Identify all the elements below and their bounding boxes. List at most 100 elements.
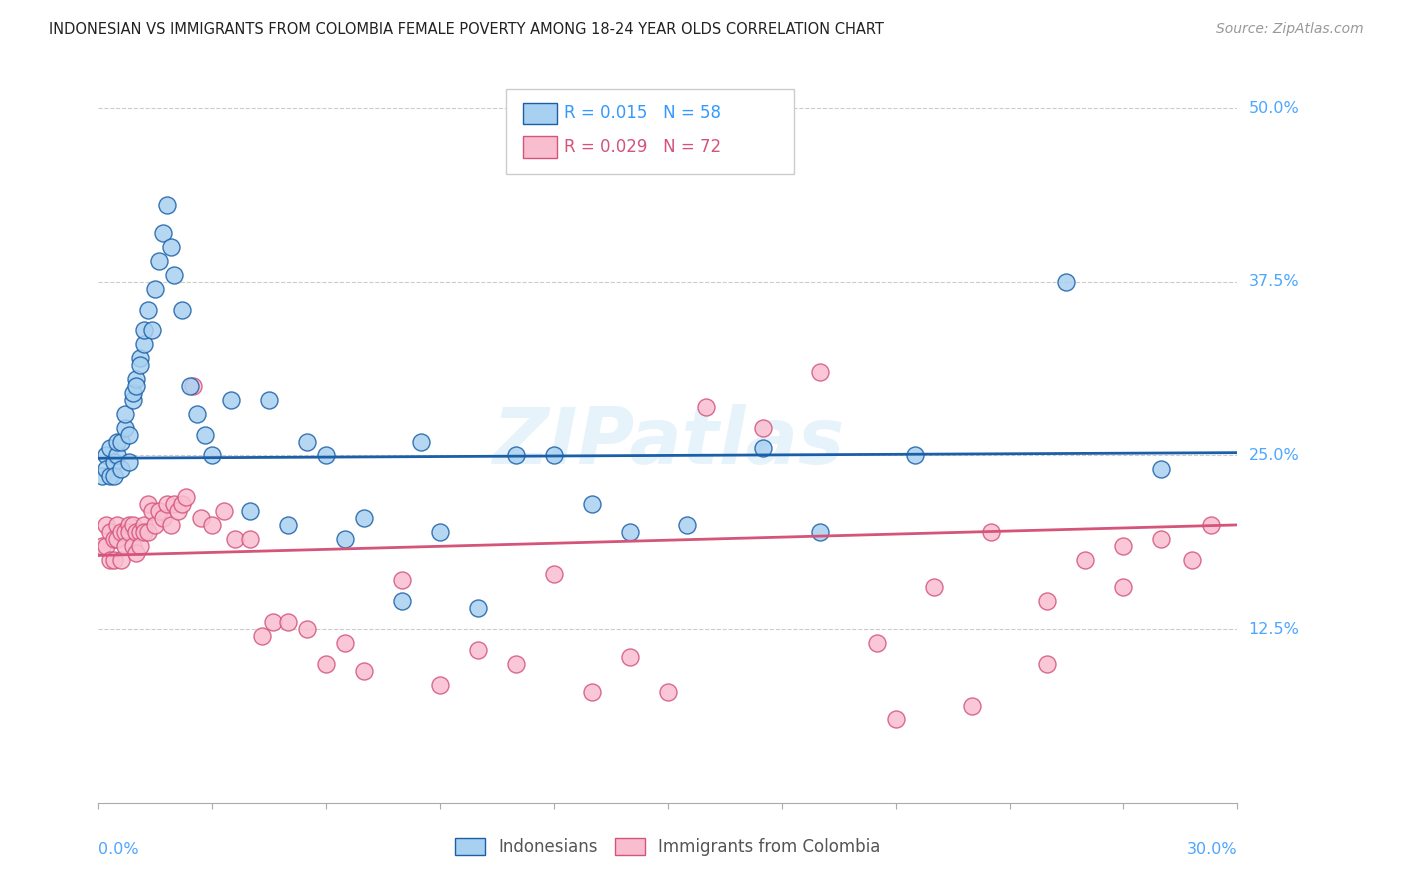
Point [190,511,212,525]
Point [581,497,603,511]
Text: R = 0.029   N = 72: R = 0.029 N = 72 [564,138,721,156]
Point [224,532,246,546]
Point [129,358,152,372]
Point [170,302,193,317]
Point [94,539,117,553]
Point [1150,462,1173,476]
Point [581,684,603,698]
Point [107,517,129,532]
Point [866,636,889,650]
Point [114,407,136,421]
Point [114,420,136,434]
Point [145,282,167,296]
Point [103,532,125,546]
Point [391,594,413,608]
Point [98,524,121,539]
Point [163,497,186,511]
Point [695,400,717,414]
Point [148,504,170,518]
Point [118,427,141,442]
Point [167,504,190,518]
Point [979,524,1001,539]
Point [179,379,201,393]
Point [922,581,945,595]
Point [103,552,125,566]
Point [505,657,527,671]
Point [94,462,117,476]
Point [132,517,155,532]
Point [152,511,174,525]
Point [118,524,141,539]
Point [132,337,155,351]
Point [1199,517,1222,532]
Point [107,449,129,463]
Point [297,434,319,449]
Point [136,497,159,511]
Point [107,434,129,449]
Point [335,636,357,650]
Point [98,552,121,566]
Point [1112,581,1135,595]
Point [429,524,451,539]
Point [159,517,181,532]
Text: 30.0%: 30.0% [1187,842,1237,856]
Point [156,198,179,212]
Point [186,407,208,421]
Point [159,240,181,254]
Point [239,504,262,518]
Point [315,657,337,671]
Text: 37.5%: 37.5% [1249,274,1299,289]
Point [121,385,143,400]
Point [103,455,125,469]
Point [543,566,565,581]
Point [411,434,433,449]
Point [163,268,186,282]
Point [136,524,159,539]
Point [221,392,243,407]
Point [201,449,224,463]
Point [1036,657,1059,671]
Point [118,455,141,469]
Point [429,678,451,692]
Point [152,226,174,240]
Point [467,601,489,615]
Text: 25.0%: 25.0% [1249,448,1299,463]
Point [136,302,159,317]
Point [129,539,152,553]
Point [752,442,775,456]
Point [262,615,284,630]
Text: R = 0.015   N = 58: R = 0.015 N = 58 [564,104,721,122]
Legend: Indonesians, Immigrants from Colombia: Indonesians, Immigrants from Colombia [449,831,887,863]
Point [110,524,132,539]
Point [1074,552,1097,566]
Text: 12.5%: 12.5% [1249,622,1299,637]
Point [98,442,121,456]
Point [904,449,927,463]
Point [118,517,141,532]
Point [1036,594,1059,608]
Point [129,524,152,539]
Text: 0.0%: 0.0% [98,842,139,856]
Point [657,684,679,698]
Point [212,504,235,518]
Point [125,546,148,560]
Point [174,490,197,504]
Point [98,469,121,483]
Point [91,539,114,553]
Point [103,469,125,483]
Point [619,649,641,664]
Point [148,253,170,268]
Point [132,524,155,539]
Point [1150,532,1173,546]
Point [125,379,148,393]
Text: Source: ZipAtlas.com: Source: ZipAtlas.com [1216,22,1364,37]
Point [277,517,299,532]
Point [752,420,775,434]
Point [960,698,983,713]
Text: INDONESIAN VS IMMIGRANTS FROM COLOMBIA FEMALE POVERTY AMONG 18-24 YEAR OLDS CORR: INDONESIAN VS IMMIGRANTS FROM COLOMBIA F… [49,22,884,37]
Point [1112,539,1135,553]
Point [121,517,143,532]
Point [94,449,117,463]
Point [676,517,699,532]
Point [353,511,375,525]
